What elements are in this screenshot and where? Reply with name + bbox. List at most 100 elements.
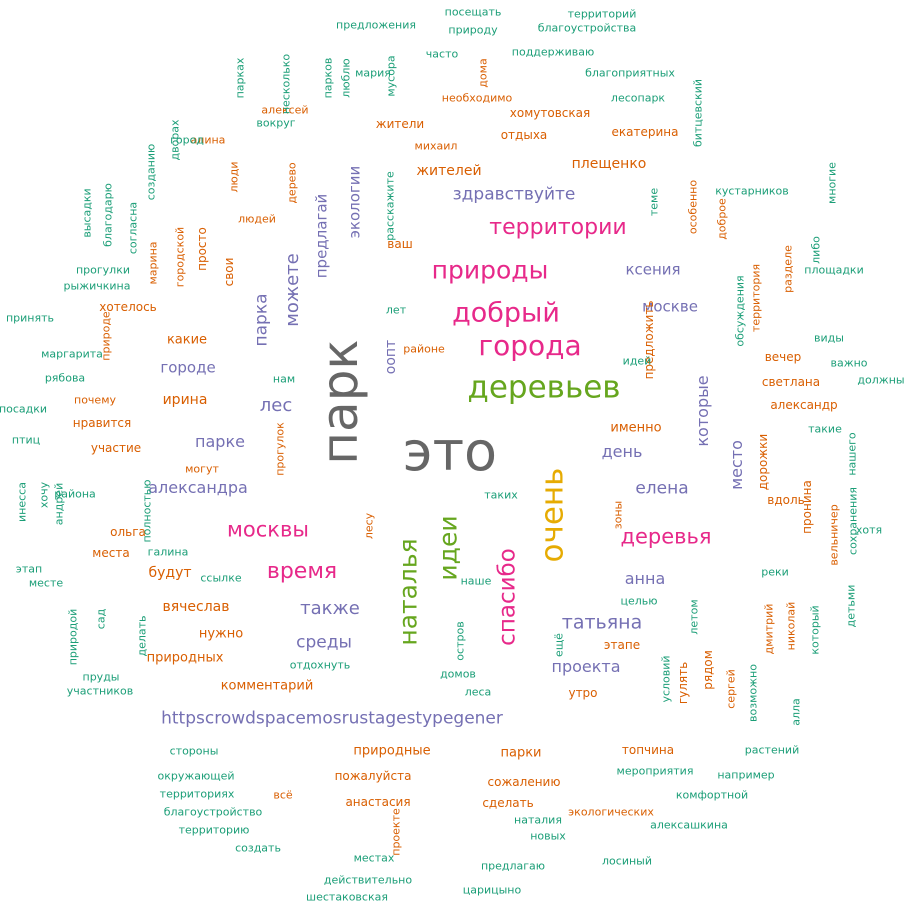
cloud-word-посещать: посещать xyxy=(444,5,502,19)
cloud-word-битцевский: битцевский xyxy=(691,78,705,148)
cloud-word-место: место xyxy=(727,440,746,490)
cloud-word-несколько: несколько xyxy=(279,53,293,115)
cloud-word-николай: николай xyxy=(784,601,798,651)
cloud-word-либо: либо xyxy=(809,236,823,264)
cloud-word-особенно: особенно xyxy=(686,179,700,235)
cloud-word-httpscrowdspacemosrustagestypegener: httpscrowdspacemosrustagestypegener xyxy=(161,708,503,729)
cloud-word-дмитрий: дмитрий xyxy=(762,603,776,655)
cloud-word-района: района xyxy=(54,487,96,501)
cloud-word-территорию: территорию xyxy=(178,823,250,837)
cloud-word-почему: почему xyxy=(74,393,116,407)
cloud-word-территории: территории xyxy=(489,215,627,240)
cloud-word-сергей: сергей xyxy=(724,669,738,709)
cloud-word-ольга: ольга xyxy=(110,525,146,539)
cloud-word-алла: алла xyxy=(789,698,803,726)
cloud-word-ксения: ксения xyxy=(625,260,681,279)
cloud-word-предложить: предложить xyxy=(642,300,656,380)
cloud-word-предлагай: предлагай xyxy=(312,193,331,279)
cloud-word-зоны: зоны xyxy=(611,500,625,530)
cloud-word-отдохнуть: отдохнуть xyxy=(289,658,351,672)
cloud-word-местах: местах xyxy=(353,851,395,865)
cloud-word-город: город xyxy=(170,133,204,147)
cloud-word-необходимо: необходимо xyxy=(441,91,513,105)
cloud-word-добрый: добрый xyxy=(452,297,560,329)
cloud-word-городе: городе xyxy=(160,358,216,377)
cloud-word-рябова: рябова xyxy=(44,371,86,385)
cloud-word-посадки: посадки xyxy=(0,402,48,416)
cloud-word-окружающей: окружающей xyxy=(157,769,235,783)
cloud-word-важно: важно xyxy=(830,356,868,370)
cloud-word-территория: территория xyxy=(749,263,763,333)
cloud-word-дома: дома xyxy=(476,58,490,88)
cloud-word-этап: этап xyxy=(15,562,43,576)
cloud-word-города: города xyxy=(478,329,582,362)
cloud-word-районе: районе xyxy=(403,342,445,356)
cloud-word-лет: лет xyxy=(385,303,407,317)
cloud-word-принять: принять xyxy=(5,311,55,325)
cloud-word-парков: парков xyxy=(321,57,335,99)
cloud-word-люблю: люблю xyxy=(339,58,353,98)
cloud-word-ваш: ваш xyxy=(387,237,413,251)
cloud-word-остров: остров xyxy=(453,621,467,661)
cloud-word-городской: городской xyxy=(173,226,187,288)
cloud-word-природных: природных xyxy=(146,650,224,666)
cloud-word-наталья: наталья xyxy=(393,538,423,646)
cloud-word-анна: анна xyxy=(624,569,666,588)
cloud-word-новых: новых xyxy=(530,829,566,843)
cloud-word-гулять: гулять xyxy=(676,661,690,705)
cloud-word-часто: часто xyxy=(425,47,459,61)
cloud-word-сохранения: сохранения xyxy=(846,487,860,555)
cloud-word-высадки: высадки xyxy=(80,188,94,238)
cloud-word-пожалуйста: пожалуйста xyxy=(334,769,412,783)
cloud-word-благоустройство: благоустройство xyxy=(163,805,263,819)
cloud-word-михаил: михаил xyxy=(414,139,458,153)
cloud-word-теме: теме xyxy=(647,187,661,217)
cloud-word-галина: галина xyxy=(147,545,189,559)
cloud-word-утро: утро xyxy=(568,686,598,700)
cloud-word-маргарита: маргарита xyxy=(41,347,103,361)
cloud-word-детьми: детьми xyxy=(844,584,858,628)
cloud-word-птиц: птиц xyxy=(11,433,41,447)
cloud-word-лесопарк: лесопарк xyxy=(610,91,666,105)
cloud-word-нравится: нравится xyxy=(72,416,132,430)
cloud-word-условий: условий xyxy=(659,655,673,703)
cloud-word-хочу: хочу xyxy=(37,481,51,509)
cloud-word-именно: именно xyxy=(610,420,662,436)
cloud-word-дорожки: дорожки xyxy=(756,433,770,491)
cloud-word-хотя: хотя xyxy=(855,523,883,537)
cloud-word-деревьев: деревьев xyxy=(467,369,621,406)
cloud-word-могут: могут xyxy=(185,462,219,476)
cloud-word-нам: нам xyxy=(272,372,296,386)
cloud-word-какие: какие xyxy=(166,332,208,348)
cloud-word-алина: алина xyxy=(190,133,226,147)
cloud-word-всё: всё xyxy=(273,788,293,802)
cloud-word-спасибо: спасибо xyxy=(494,548,521,646)
cloud-word-природу: природу xyxy=(448,23,498,37)
cloud-word-парки: парки xyxy=(500,745,542,761)
cloud-word-разделе: разделе xyxy=(781,245,795,293)
cloud-word-царицыно: царицыно xyxy=(462,883,522,897)
cloud-word-участие: участие xyxy=(90,441,142,455)
cloud-word-лесу: лесу xyxy=(362,512,376,540)
cloud-word-здравствуйте: здравствуйте xyxy=(452,184,576,205)
cloud-word-это: это xyxy=(402,420,498,483)
cloud-word-александр: александр xyxy=(770,398,838,412)
cloud-word-москвы: москвы xyxy=(227,517,309,542)
cloud-word-мария: мария xyxy=(355,66,391,80)
cloud-word-ирина: ирина xyxy=(162,392,208,408)
cloud-word-пронина: пронина xyxy=(800,480,814,534)
cloud-word-мусора: мусора xyxy=(384,55,398,97)
cloud-word-пруды: пруды xyxy=(82,670,120,684)
cloud-word-делать: делать xyxy=(135,615,149,657)
cloud-word-природы: природы xyxy=(431,255,549,285)
cloud-word-стороны: стороны xyxy=(169,744,219,758)
cloud-word-сад: сад xyxy=(94,608,108,630)
cloud-word-ссылке: ссылке xyxy=(200,571,242,585)
cloud-word-территориях: территориях xyxy=(159,787,235,801)
cloud-word-сделать: сделать xyxy=(482,796,534,810)
cloud-word-места: места xyxy=(92,546,130,560)
cloud-word-участников: участников xyxy=(66,684,134,698)
cloud-word-месте: месте xyxy=(28,576,64,590)
cloud-word-вельничер: вельничер xyxy=(827,504,841,566)
